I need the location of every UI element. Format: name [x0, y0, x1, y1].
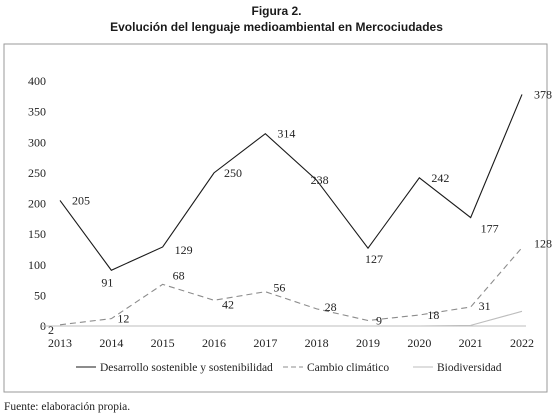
y-tick-label: 250: [28, 166, 46, 180]
data-label: 91: [101, 275, 113, 289]
data-label: 128: [534, 237, 552, 251]
x-tick-label: 2019: [356, 336, 380, 350]
x-tick-label: 2021: [459, 336, 483, 350]
x-tick-label: 2013: [48, 336, 72, 350]
data-label: 177: [481, 222, 499, 236]
data-label: 314: [277, 127, 295, 141]
data-label: 127: [365, 252, 383, 266]
data-label: 9: [376, 313, 382, 327]
x-tick-label: 2014: [99, 336, 123, 350]
x-axis: 2013 2014 2015 2016 2017 2018 2019 2020 2021 2022: [48, 336, 534, 350]
data-label: 205: [72, 193, 90, 207]
data-label: 56: [273, 281, 285, 295]
chart-frame: [3, 43, 548, 393]
x-tick-label: 2017: [253, 336, 277, 350]
legend-label-3: Biodiversidad: [437, 362, 502, 374]
x-tick-label: 2016: [202, 336, 226, 350]
figure-label: Figura 2.: [251, 4, 302, 18]
data-label: 250: [224, 166, 242, 180]
data-label: 129: [175, 243, 193, 257]
y-tick-label: 150: [28, 227, 46, 241]
data-label: 238: [311, 173, 329, 187]
data-label: 12: [117, 312, 129, 326]
legend-label-1: Desarrollo sostenible y sostenibilidad: [100, 362, 273, 374]
y-tick-label: 300: [28, 135, 46, 149]
data-labels: 205 91 129 250 314 238 127 242 177 378 2 12 68 42 56 28…: [48, 87, 552, 336]
figure-title: Evolución del lenguaje medioambiental en…: [110, 20, 443, 34]
data-label: 68: [173, 268, 185, 282]
legend: Desarrollo sostenible y sostenibilidad Ca…: [76, 362, 502, 374]
series-line-1: [59, 94, 523, 271]
data-label: 42: [222, 297, 234, 311]
data-label: 2: [48, 323, 54, 337]
legend-label-2: Cambio climático: [307, 362, 389, 374]
y-tick-label: 50: [34, 288, 46, 302]
source-note: Fuente: elaboración propia.: [4, 401, 131, 413]
y-tick-label: 200: [28, 197, 46, 211]
data-label: 242: [431, 171, 449, 185]
y-tick-label: 350: [28, 105, 46, 119]
x-tick-label: 2015: [151, 336, 175, 350]
x-tick-label: 2022: [510, 336, 534, 350]
y-tick-label: 400: [28, 74, 46, 88]
y-tick-label: 100: [28, 258, 46, 272]
data-label: 31: [479, 299, 491, 313]
series-layer: [59, 94, 523, 327]
data-label: 18: [427, 308, 439, 322]
data-label: 28: [325, 300, 337, 314]
x-tick-label: 2020: [407, 336, 431, 350]
series-line-2: [59, 247, 523, 326]
data-label: 378: [534, 87, 552, 101]
series-line-3: [60, 310, 523, 327]
x-tick-label: 2018: [305, 336, 329, 350]
